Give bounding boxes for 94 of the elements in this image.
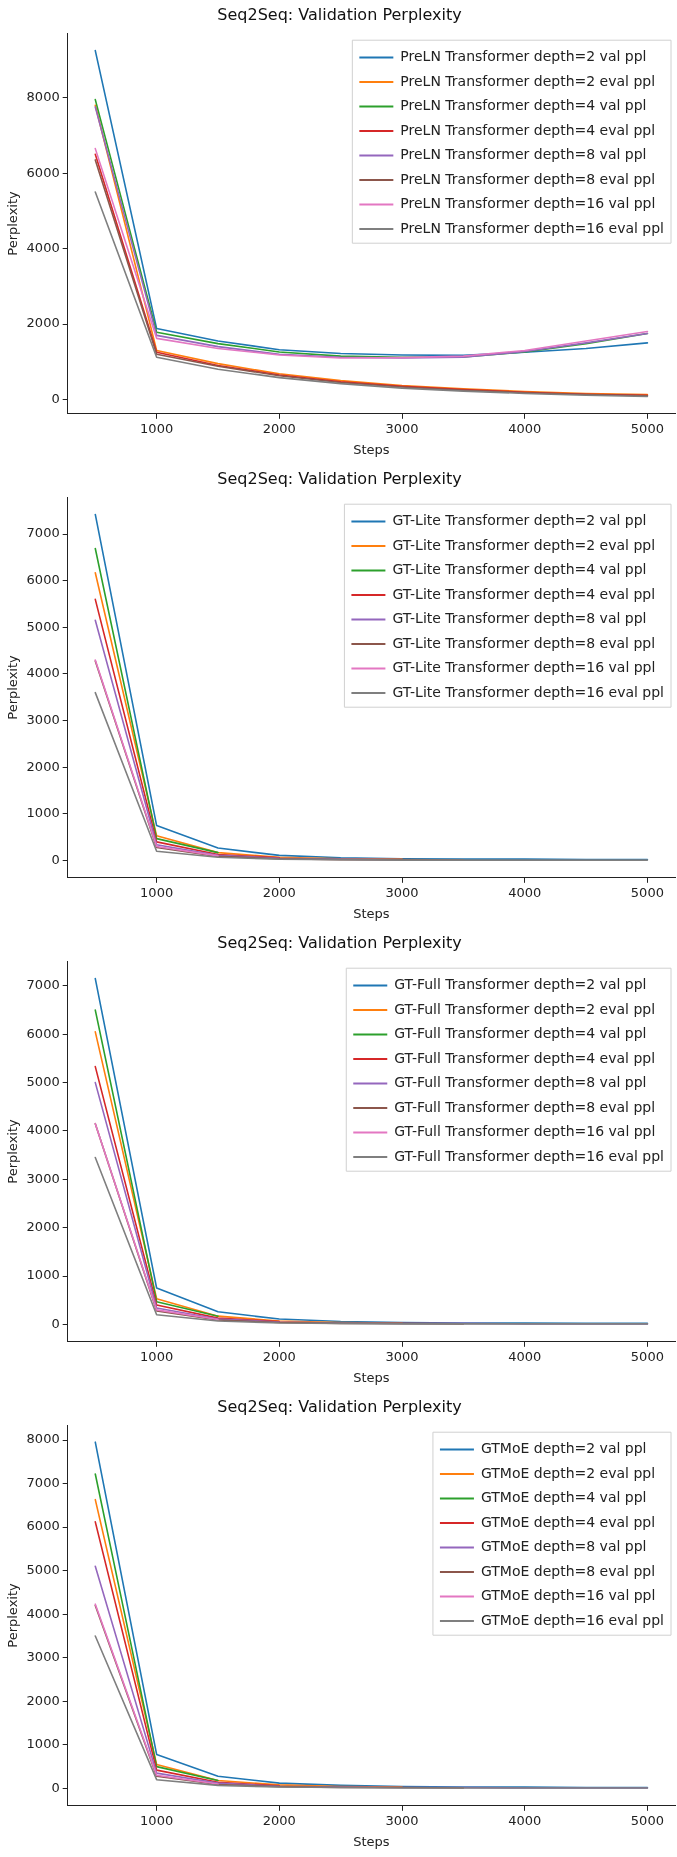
y-tick-label: 5000 [26,618,60,634]
x-tick-label: 2000 [262,1348,296,1364]
legend-label: GT-Lite Transformer depth=16 val ppl [392,659,656,676]
y-tick-label: 7000 [26,1474,60,1490]
legend-label: GT-Lite Transformer depth=4 eval ppl [392,585,656,602]
y-tick-label: 4000 [26,665,60,681]
legend-label: GT-Full Transformer depth=4 eval ppl [394,1049,656,1066]
y-axis-title: Perplexity [5,1582,21,1648]
y-tick-label: 5000 [26,1073,60,1089]
legend-label: GT-Lite Transformer depth=8 eval ppl [392,634,656,651]
x-tick-label: 4000 [508,1348,542,1364]
y-tick-label: 6000 [26,572,60,588]
chart-title: Seq2Seq: Validation Perplexity [217,468,462,488]
legend-label: GT-Full Transformer depth=4 val ppl [394,1025,647,1042]
legend-label: PreLN Transformer depth=4 eval ppl [400,121,656,138]
x-tick-label: 2000 [262,1812,296,1828]
y-tick-label: 3000 [26,1170,60,1186]
chart-title: Seq2Seq: Validation Perplexity [217,1396,462,1416]
x-tick-label: 3000 [385,884,419,900]
x-tick-label: 1000 [140,420,174,436]
y-axis-title: Perplexity [5,654,21,720]
y-tick-label: 1000 [26,1736,60,1752]
legend-label: PreLN Transformer depth=4 val ppl [400,97,647,114]
y-tick-label: 0 [51,390,60,406]
y-axis-title: Perplexity [5,1118,21,1184]
legend-label: PreLN Transformer depth=8 val ppl [400,146,647,163]
legend-label: GT-Full Transformer depth=2 val ppl [394,976,647,993]
y-tick-label: 4000 [26,239,60,255]
x-tick-label: 2000 [262,420,296,436]
y-tick-label: 1000 [26,805,60,821]
legend-label: GT-Lite Transformer depth=2 eval ppl [392,536,656,553]
x-tick-label: 3000 [385,1812,419,1828]
x-axis-title: Steps [353,1369,390,1385]
x-axis-title: Steps [353,1833,390,1849]
y-tick-label: 8000 [26,89,60,105]
x-tick-label: 1000 [140,884,174,900]
legend-label: GTMoE depth=16 val ppl [480,1587,656,1604]
legend-label: GTMoE depth=2 val ppl [480,1440,647,1457]
legend-label: GTMoE depth=8 eval ppl [480,1562,656,1579]
y-tick-label: 8000 [26,1431,60,1447]
y-tick-label: 0 [51,1315,60,1331]
y-tick-label: 7000 [26,525,60,541]
y-tick-label: 2000 [26,1692,60,1708]
x-tick-label: 1000 [140,1812,174,1828]
y-tick-label: 4000 [26,1605,60,1621]
x-tick-label: 5000 [630,1348,664,1364]
legend-label: GT-Lite Transformer depth=2 val ppl [392,512,647,529]
y-tick-label: 6000 [26,1025,60,1041]
x-tick-label: 3000 [385,420,419,436]
y-axis-title: Perplexity [5,190,21,256]
legend-label: GT-Full Transformer depth=8 val ppl [394,1074,647,1091]
x-tick-label: 5000 [630,884,664,900]
y-tick-label: 3000 [26,711,60,727]
legend-label: GTMoE depth=4 eval ppl [480,1513,656,1530]
x-tick-label: 5000 [630,420,664,436]
y-tick-label: 1000 [26,1267,60,1283]
legend-label: GT-Full Transformer depth=8 eval ppl [394,1098,656,1115]
legend-label: GTMoE depth=4 val ppl [480,1489,647,1506]
x-axis-title: Steps [353,441,390,457]
legend-label: GT-Lite Transformer depth=16 eval ppl [392,683,664,700]
x-tick-label: 3000 [385,1348,419,1364]
legend-label: GT-Lite Transformer depth=4 val ppl [392,561,647,578]
y-tick-label: 5000 [26,1562,60,1578]
chart-title: Seq2Seq: Validation Perplexity [217,4,462,24]
y-tick-label: 0 [51,1779,60,1795]
legend-label: GTMoE depth=16 eval ppl [480,1611,665,1628]
legend-label: GTMoE depth=2 eval ppl [480,1464,656,1481]
y-tick-label: 2000 [26,315,60,331]
legend-label: PreLN Transformer depth=2 eval ppl [400,72,656,89]
x-axis-title: Steps [353,905,390,921]
y-tick-label: 3000 [26,1649,60,1665]
x-tick-label: 1000 [140,1348,174,1364]
x-tick-label: 2000 [262,884,296,900]
y-tick-label: 6000 [26,164,60,180]
x-tick-label: 5000 [630,1812,664,1828]
legend-label: GT-Full Transformer depth=16 eval ppl [394,1147,665,1164]
legend-label: GT-Full Transformer depth=16 val ppl [394,1123,656,1140]
chart-title: Seq2Seq: Validation Perplexity [217,932,462,952]
x-tick-label: 4000 [508,420,542,436]
y-tick-label: 0 [51,851,60,867]
y-tick-label: 6000 [26,1518,60,1534]
y-tick-label: 7000 [26,977,60,993]
legend-label: PreLN Transformer depth=16 val ppl [400,195,656,212]
y-tick-label: 2000 [26,1219,60,1235]
x-tick-label: 4000 [508,1812,542,1828]
legend-label: PreLN Transformer depth=8 eval ppl [400,170,656,187]
legend-label: PreLN Transformer depth=2 val ppl [400,48,647,65]
legend-label: PreLN Transformer depth=16 eval ppl [400,219,665,236]
y-tick-label: 2000 [26,758,60,774]
x-tick-label: 4000 [508,884,542,900]
legend-label: GT-Full Transformer depth=2 eval ppl [394,1000,656,1017]
legend-label: GTMoE depth=8 val ppl [480,1538,647,1555]
y-tick-label: 4000 [26,1122,60,1138]
legend-label: GT-Lite Transformer depth=8 val ppl [392,610,647,627]
